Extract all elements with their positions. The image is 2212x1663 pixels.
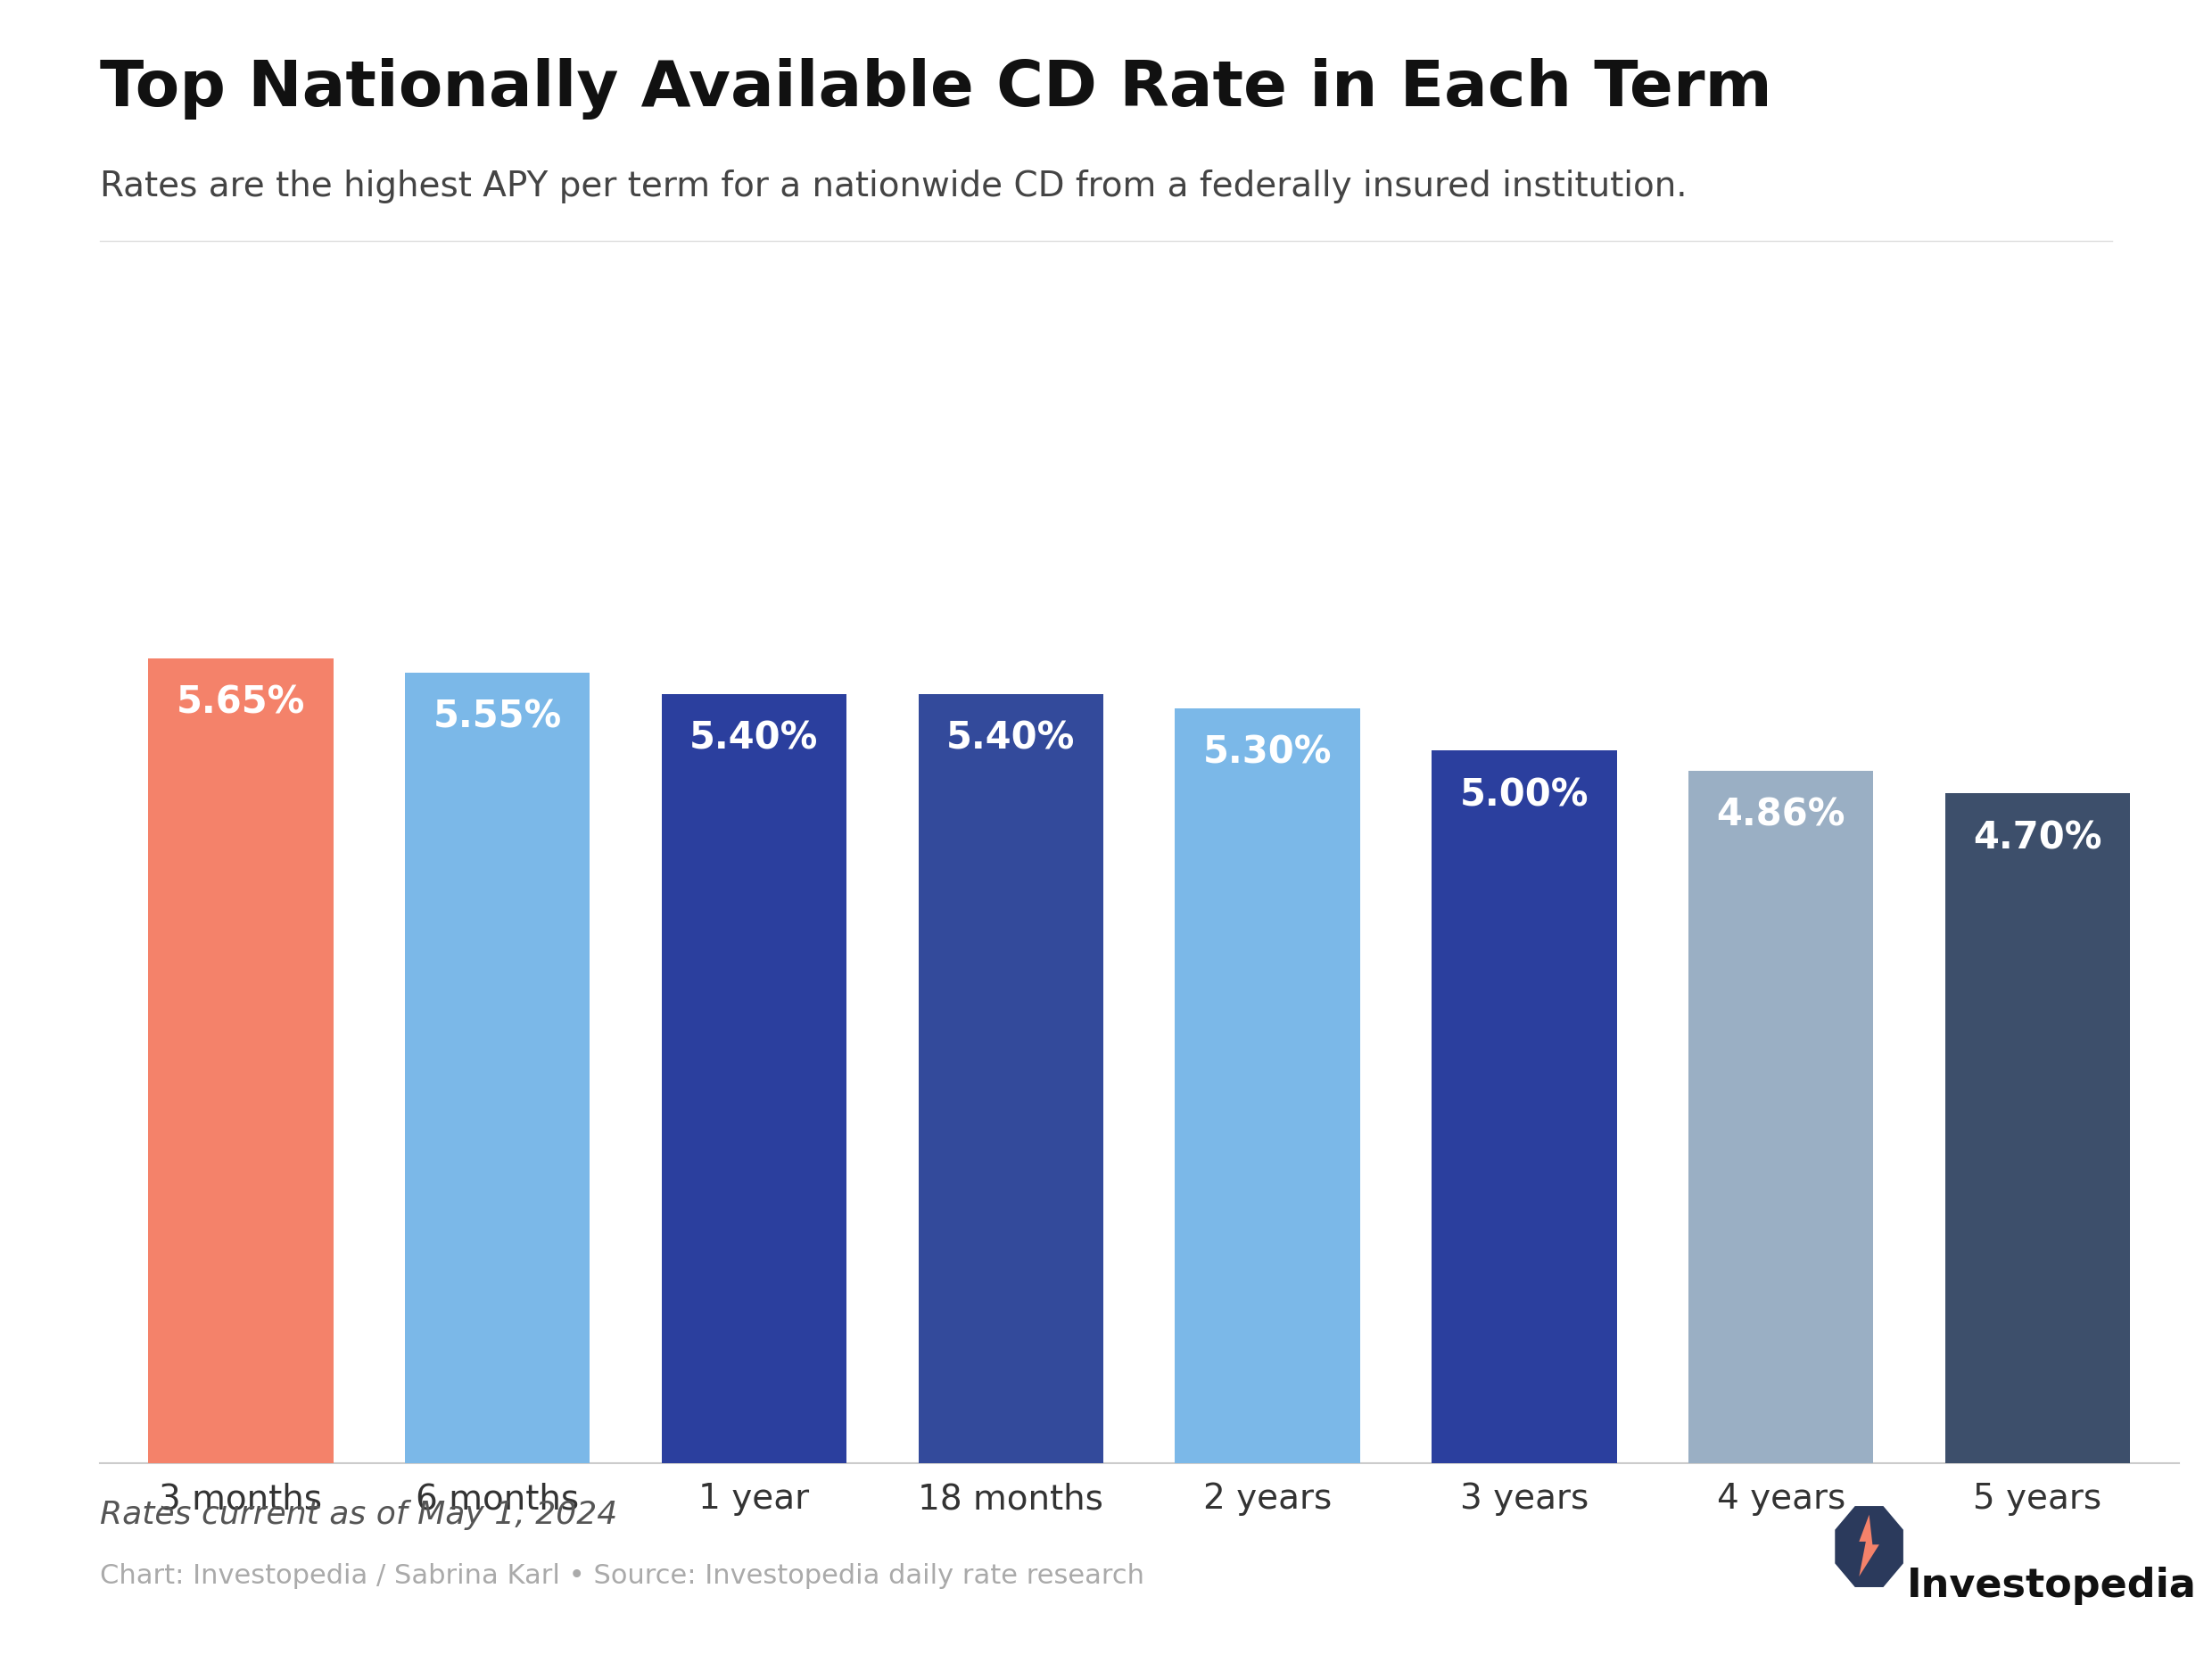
Polygon shape [1858,1515,1880,1577]
Text: 5.30%: 5.30% [1203,733,1332,772]
Polygon shape [1836,1507,1902,1587]
Text: 5.00%: 5.00% [1460,777,1588,813]
Text: 5.55%: 5.55% [434,698,562,735]
Text: 5.40%: 5.40% [947,720,1075,757]
Text: 5.40%: 5.40% [690,720,818,757]
Text: Rates current as of May 1, 2024: Rates current as of May 1, 2024 [100,1500,617,1530]
Bar [661,693,847,1463]
Text: Chart: Investopedia / Sabrina Karl • Source: Investopedia daily rate research: Chart: Investopedia / Sabrina Karl • Sou… [100,1563,1144,1590]
Bar [148,659,334,1463]
Text: 5.65%: 5.65% [177,683,305,722]
Bar [1688,770,1874,1463]
Text: Investopedia: Investopedia [1907,1567,2197,1605]
Text: 4.70%: 4.70% [1973,820,2101,856]
Bar [1431,750,1617,1463]
Text: 4.86%: 4.86% [1717,797,1845,833]
Bar [405,672,591,1463]
Bar [1175,708,1360,1463]
Bar [1944,793,2130,1463]
Bar [918,693,1104,1463]
Text: Rates are the highest APY per term for a nationwide CD from a federally insured : Rates are the highest APY per term for a… [100,170,1688,203]
Text: Top Nationally Available CD Rate in Each Term: Top Nationally Available CD Rate in Each… [100,58,1772,120]
